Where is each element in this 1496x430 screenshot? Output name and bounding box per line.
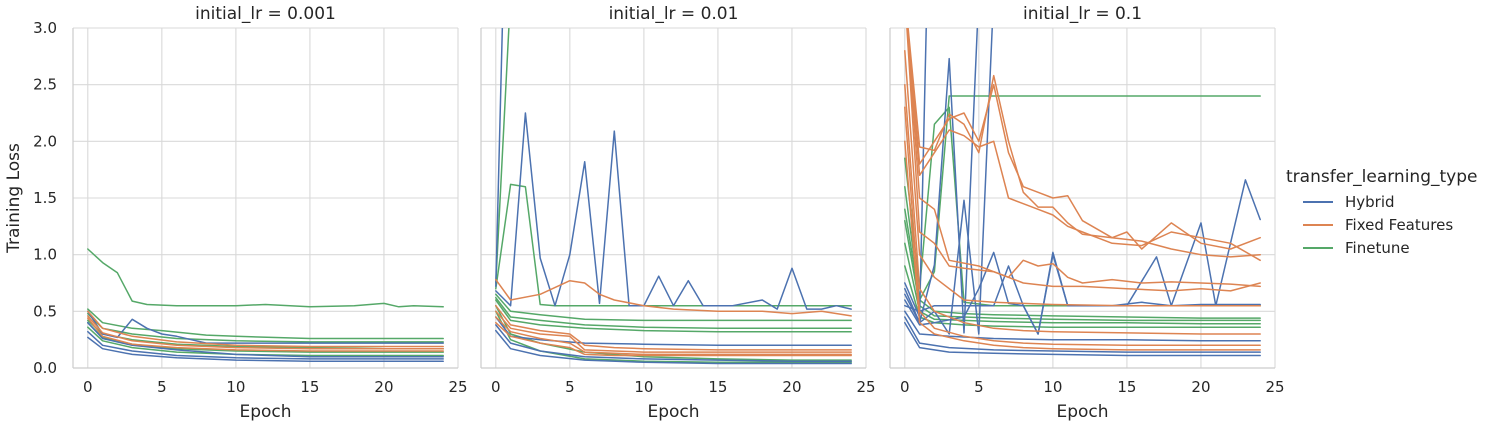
- legend-label: Finetune: [1345, 239, 1410, 257]
- grid-lines: [73, 27, 459, 369]
- series-line-hybrid: [495, 28, 504, 288]
- series-line-fixed-features: [495, 321, 852, 357]
- series-line-fixed-features: [495, 310, 852, 353]
- legend-item: Finetune: [1303, 239, 1410, 257]
- series-line-finetune: [87, 326, 444, 357]
- series-line-finetune: [904, 95, 1261, 301]
- x-tick-label: 5: [565, 378, 575, 396]
- x-axis-label: Epoch: [239, 402, 291, 422]
- series-line-finetune: [904, 106, 1261, 307]
- series-line-finetune: [87, 321, 444, 353]
- series-line-fixed-features: [906, 28, 1261, 292]
- series-line-fixed-features: [495, 278, 852, 317]
- panel-title: initial_lr = 0.001: [195, 4, 336, 24]
- legend: transfer_learning_type Hybrid Fixed Featur…: [1286, 167, 1477, 257]
- series-lines: [495, 28, 852, 365]
- y-tick-label: 1.5: [33, 189, 57, 207]
- x-tick-label: 5: [974, 378, 984, 396]
- series-line-fixed-features: [87, 315, 444, 350]
- series-line-hybrid: [87, 336, 444, 362]
- x-tick-label: 0: [83, 378, 93, 396]
- panel-title: initial_lr = 0.01: [609, 4, 739, 24]
- series-line-hybrid: [87, 330, 444, 360]
- x-tick-label: 25: [448, 378, 467, 396]
- series-line-finetune: [87, 308, 444, 340]
- x-tick-label: 15: [708, 378, 727, 396]
- series-line-hybrid: [87, 321, 444, 358]
- y-tick-label: 0.5: [33, 302, 57, 320]
- x-tick-label: 5: [157, 378, 167, 396]
- series-line-finetune: [495, 28, 510, 284]
- x-tick-label: 20: [1191, 378, 1210, 396]
- series-line-fixed-features: [904, 49, 1261, 307]
- series-line-hybrid: [904, 310, 1261, 342]
- x-tick-label: 20: [374, 378, 393, 396]
- series-line-fixed-features: [904, 83, 1261, 335]
- x-tick-label: 25: [856, 378, 875, 396]
- series-line-finetune: [495, 293, 852, 322]
- legend-item: Fixed Features: [1303, 216, 1453, 234]
- series-line-finetune: [904, 242, 1261, 325]
- series-line-hybrid: [495, 112, 852, 310]
- series-line-fixed-features: [906, 28, 1261, 262]
- y-axis-label: Training Loss: [4, 143, 24, 254]
- series-line-finetune: [495, 183, 852, 307]
- x-tick-label: 10: [226, 378, 245, 396]
- x-tick-label: 10: [634, 378, 653, 396]
- series-line-hybrid: [495, 324, 852, 362]
- series-line-fixed-features: [495, 304, 852, 351]
- x-tick-label: 25: [1265, 378, 1284, 396]
- series-line-fixed-features: [906, 28, 1261, 288]
- legend-item: Hybrid: [1303, 193, 1395, 211]
- series-lines: [87, 248, 444, 362]
- series-line-fixed-features: [904, 140, 1261, 351]
- series-line-fixed-features: [907, 28, 1261, 258]
- grid-lines: [481, 27, 867, 369]
- y-tick-label: 1.0: [33, 246, 57, 264]
- series-line-hybrid: [904, 179, 1261, 335]
- facet-panel-2: 0 5 10 15 20 25 Epoch initial_lr = 0.01: [480, 4, 876, 422]
- series-line-finetune: [495, 310, 852, 364]
- y-tick-label: 2.5: [33, 76, 57, 94]
- series-lines: [904, 28, 1261, 357]
- series-line-fixed-features: [904, 106, 1261, 347]
- x-tick-label: 0: [900, 378, 910, 396]
- series-line-finetune: [495, 304, 852, 361]
- series-line-fixed-features: [87, 310, 444, 348]
- x-axis-label: Epoch: [647, 402, 699, 422]
- legend-title: transfer_learning_type: [1286, 167, 1477, 187]
- series-line-finetune: [87, 248, 444, 308]
- panel-title: initial_lr = 0.1: [1023, 4, 1142, 24]
- x-axis-label: Epoch: [1056, 402, 1108, 422]
- x-tick-label: 20: [782, 378, 801, 396]
- series-line-hybrid: [904, 321, 1261, 357]
- facet-panel-1: 0.0 0.5 1.0 1.5 2.0 2.5 3.0 Training Loss 0 5 10 15…: [4, 4, 468, 422]
- series-line-fixed-features: [87, 317, 444, 352]
- legend-label: Hybrid: [1345, 193, 1395, 211]
- x-tick-label: 15: [300, 378, 319, 396]
- series-line-hybrid: [904, 316, 1261, 353]
- y-tick-label: 0.0: [33, 359, 57, 377]
- series-line-finetune: [495, 296, 852, 330]
- y-tick-label: 3.0: [33, 19, 57, 37]
- grid-lines: [890, 27, 1276, 369]
- x-tick-label: 10: [1043, 378, 1062, 396]
- legend-label: Fixed Features: [1345, 216, 1453, 234]
- series-line-hybrid: [495, 329, 852, 365]
- facet-panel-3: 0 5 10 15 20 25 Epoch initial_lr = 0.1: [889, 4, 1285, 422]
- series-line-fixed-features: [907, 28, 1261, 250]
- y-tick-label: 2.0: [33, 132, 57, 150]
- series-line-fixed-features: [495, 316, 852, 356]
- x-tick-label: 15: [1117, 378, 1136, 396]
- series-line-finetune: [495, 299, 852, 333]
- x-tick-label: 0: [491, 378, 501, 396]
